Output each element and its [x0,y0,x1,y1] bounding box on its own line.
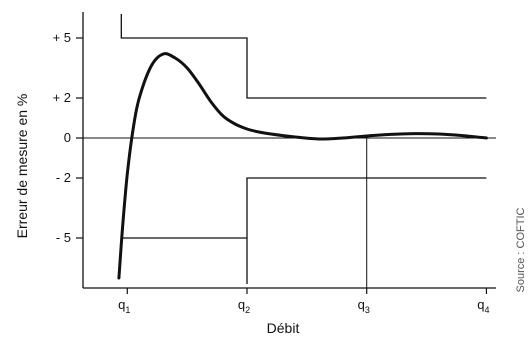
error-curve [117,52,488,280]
x-tick-subscript: 2 [245,305,250,315]
y-tick-label: - 2 [56,170,71,185]
y-tick-label: + 2 [53,90,71,105]
limit-lines [120,14,487,284]
reference-lines [83,137,496,288]
x-tick-subscript: 4 [485,305,490,315]
y-tick-label: 0 [64,130,71,145]
y-tick-label: - 5 [56,230,71,245]
y-axis-title: Erreur de mesure en % [14,94,30,239]
x-tick-label: q3 [358,297,370,315]
x-axis-title: Débit [267,320,300,336]
lower-limit-line [121,177,487,284]
y-tick-labels: + 5 + 2 0 - 2 - 5 [53,30,71,245]
source-label: Source : COFTIC [515,207,527,292]
x-tick-subscript: 1 [125,305,130,315]
upper-limit-line [120,14,487,99]
y-tick-label: + 5 [53,30,71,45]
x-tick-label: q2 [238,297,250,315]
x-tick-subscript: 3 [365,305,370,315]
x-tick-labels: q1 q2 q3 q4 [118,297,489,315]
y-tick-marks [76,37,83,239]
curves [117,52,488,280]
x-tick-label: q4 [477,297,489,315]
x-tick-marks [126,288,488,294]
x-tick-label: q1 [118,297,130,315]
